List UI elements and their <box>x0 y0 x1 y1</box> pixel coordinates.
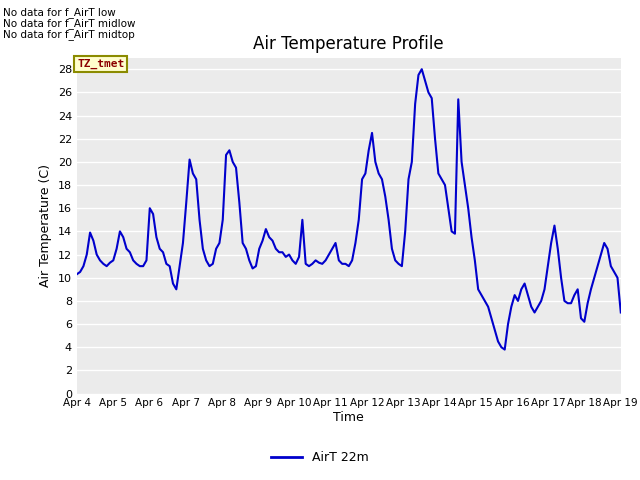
Text: TZ_tmet: TZ_tmet <box>77 59 124 69</box>
X-axis label: Time: Time <box>333 411 364 424</box>
Legend: AirT 22m: AirT 22m <box>266 446 374 469</box>
Text: No data for f_AirT low: No data for f_AirT low <box>3 7 116 18</box>
Text: No data for f_AirT midlow: No data for f_AirT midlow <box>3 18 136 29</box>
Y-axis label: Air Temperature (C): Air Temperature (C) <box>39 164 52 287</box>
Title: Air Temperature Profile: Air Temperature Profile <box>253 35 444 53</box>
Text: No data for f_AirT midtop: No data for f_AirT midtop <box>3 29 135 40</box>
